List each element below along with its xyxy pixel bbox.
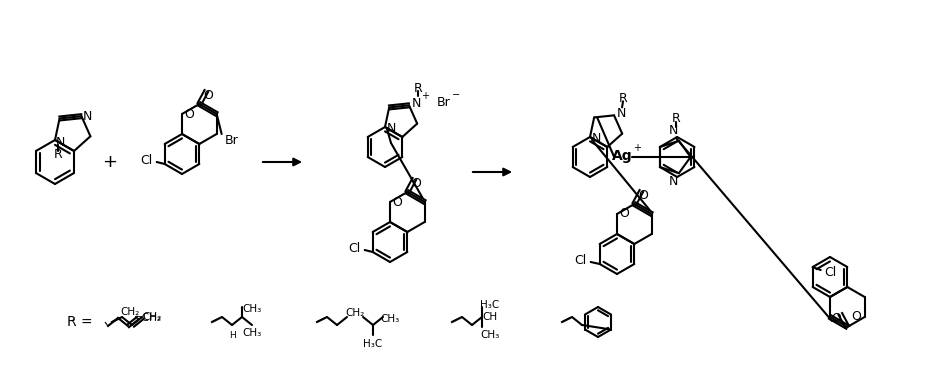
Text: R: R (54, 148, 62, 160)
Text: Cl: Cl (348, 241, 361, 254)
Text: N: N (668, 124, 678, 137)
Text: O: O (618, 208, 629, 221)
Text: O: O (831, 311, 840, 324)
Text: Cl: Cl (574, 253, 586, 266)
Text: H₃C: H₃C (363, 339, 382, 349)
Text: Br: Br (437, 96, 450, 109)
Text: CH₃: CH₃ (242, 304, 261, 314)
Text: CH₂: CH₂ (143, 312, 161, 322)
Text: CH₂: CH₂ (345, 308, 364, 318)
Text: CH: CH (482, 312, 497, 322)
Text: N: N (83, 110, 93, 123)
Text: R: R (671, 112, 680, 125)
Text: N: N (615, 107, 625, 120)
Text: O: O (392, 196, 401, 208)
Text: Cl: Cl (141, 154, 153, 167)
Text: R: R (413, 82, 422, 95)
Text: N: N (591, 132, 600, 145)
Text: N: N (411, 97, 420, 110)
Text: R =: R = (67, 315, 93, 329)
Text: H₃C: H₃C (480, 300, 499, 310)
Text: +: + (421, 92, 429, 101)
Text: Ag: Ag (611, 149, 632, 163)
Text: O: O (184, 108, 194, 121)
Text: CH₃: CH₃ (380, 314, 399, 324)
Text: N: N (668, 175, 678, 188)
Text: O: O (638, 189, 648, 202)
Text: R: R (618, 92, 627, 105)
Text: H: H (228, 330, 235, 340)
Text: CH₃: CH₃ (242, 328, 261, 338)
Text: −: − (451, 90, 460, 100)
Text: O: O (851, 311, 861, 324)
Text: CH₃: CH₃ (480, 330, 499, 340)
Text: =CH₂: =CH₂ (134, 313, 161, 323)
Text: O: O (411, 176, 421, 189)
Text: O: O (203, 89, 213, 102)
Text: N: N (386, 122, 396, 135)
Text: +: + (632, 143, 640, 153)
Text: +: + (102, 153, 117, 171)
Text: Br: Br (225, 134, 238, 147)
Text: CH₂: CH₂ (120, 307, 140, 317)
Text: N: N (56, 135, 64, 148)
Text: Cl: Cl (824, 266, 836, 279)
